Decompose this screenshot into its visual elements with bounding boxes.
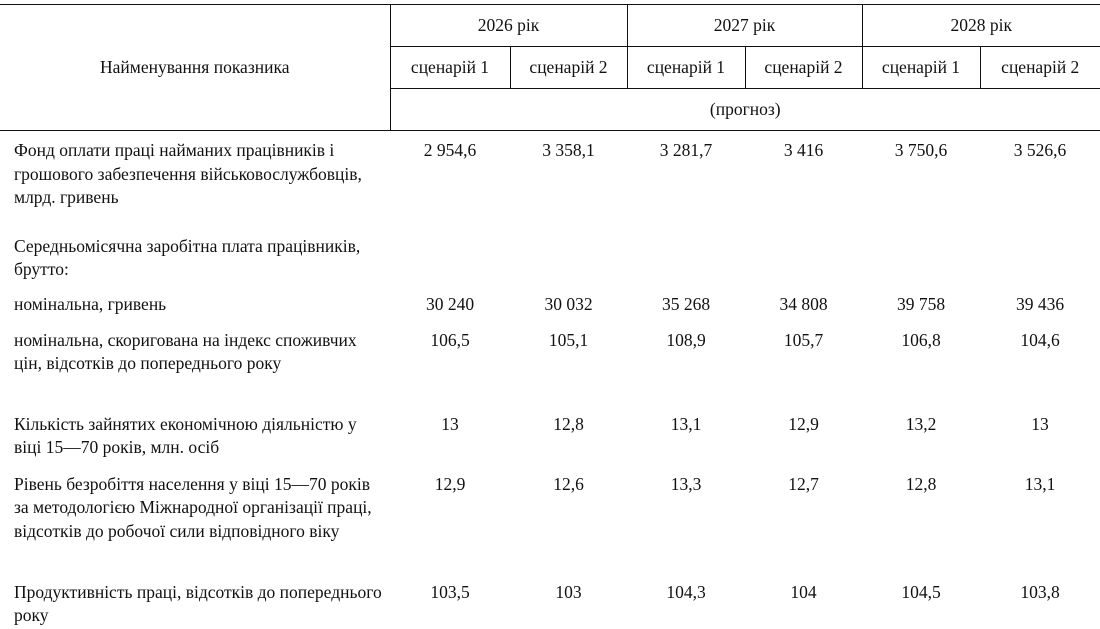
value-cell: 13,1	[1024, 473, 1056, 494]
value-cell: 12,9	[434, 473, 466, 494]
indicator-header: Найменування показника	[0, 4, 391, 131]
year-header: 2028 рік	[861, 4, 1100, 47]
value-cell: 106,5	[430, 329, 470, 350]
value-cell: 13,3	[670, 473, 702, 494]
value-cell: 104,5	[901, 581, 941, 602]
value-cell: 104	[790, 581, 817, 602]
scenario-header: сценарій 2	[509, 46, 628, 89]
value-cell: 30 240	[425, 293, 475, 314]
value-cell: 12,7	[788, 473, 819, 494]
value-cell	[510, 227, 627, 285]
value-cell: 34 808	[779, 293, 828, 314]
value-cell: 39 758	[896, 293, 946, 314]
forecast-label: (прогноз)	[389, 88, 1100, 131]
table-row: Продуктивність праці, відсотків до попер…	[0, 573, 1100, 629]
value-cell	[745, 227, 862, 285]
value-cell: 103	[555, 581, 582, 602]
value-cell: 103,5	[430, 581, 470, 602]
table-row: Фонд оплати праці найманих працівників і…	[0, 131, 1100, 227]
scenario-header: сценарій 1	[626, 46, 746, 89]
row-label: Фонд оплати праці найманих працівників і…	[14, 140, 362, 207]
row-label: Кількість зайнятих економічною діяльніст…	[14, 413, 357, 458]
value-cell	[627, 227, 745, 285]
value-cell: 3 281,7	[659, 140, 713, 160]
table-row: Рівень безробіття населення у віці 15—70…	[0, 465, 1100, 573]
value-cell: 12,6	[553, 473, 584, 494]
scenario-header: сценарій 1	[861, 46, 981, 89]
row-label: Середньомісячна заробітна плата працівни…	[14, 235, 361, 280]
row-label: Продуктивність праці, відсотків до попер…	[14, 581, 382, 626]
value-cell: 104,6	[1020, 329, 1060, 350]
value-cell: 2 954,6	[423, 140, 477, 160]
scenario-header: сценарій 1	[389, 46, 511, 89]
value-cell: 13,2	[905, 413, 937, 434]
value-cell: 3 526,6	[1013, 140, 1067, 160]
value-cell: 13,1	[670, 413, 702, 434]
forecast-table: Найменування показника 2026 рік 2027 рік…	[0, 4, 1100, 629]
value-cell: 3 358,1	[542, 140, 595, 160]
value-cell: 105,1	[548, 329, 589, 350]
value-cell: 12,8	[553, 413, 584, 434]
value-cell: 105,7	[783, 329, 824, 350]
table-row: номінальна, скоригована на індекс спожив…	[0, 321, 1100, 405]
row-label: Рівень безробіття населення у віці 15—70…	[14, 473, 372, 541]
year-header: 2027 рік	[626, 4, 863, 47]
value-cell: 108,9	[666, 329, 706, 350]
value-cell	[980, 227, 1100, 285]
value-cell: 13	[441, 413, 459, 434]
row-label: номінальна, гривень	[14, 293, 167, 314]
table-row: номінальна, гривень 30 240 30 032 35 268 34 …	[0, 285, 1100, 321]
scenario-header: сценарій 2	[744, 46, 863, 89]
value-cell: 103,8	[1020, 581, 1060, 602]
value-cell: 39 436	[1015, 293, 1065, 314]
value-cell: 35 268	[661, 293, 711, 314]
value-cell	[390, 227, 510, 285]
scenario-header: сценарій 2	[979, 46, 1100, 89]
year-header: 2026 рік	[389, 4, 628, 47]
table-row: Середньомісячна заробітна плата працівни…	[0, 227, 1100, 285]
row-label: номінальна, скоригована на індекс спожив…	[14, 329, 357, 374]
value-cell: 3 750,6	[894, 140, 948, 160]
value-cell: 104,3	[666, 581, 706, 602]
table-row: Кількість зайнятих економічною діяльніст…	[0, 405, 1100, 465]
value-cell: 106,8	[901, 329, 941, 350]
value-cell: 13	[1031, 413, 1049, 434]
value-cell	[862, 227, 980, 285]
value-cell: 12,8	[905, 473, 937, 494]
value-cell: 12,9	[788, 413, 819, 434]
value-cell: 3 416	[783, 140, 824, 160]
value-cell: 30 032	[544, 293, 593, 314]
